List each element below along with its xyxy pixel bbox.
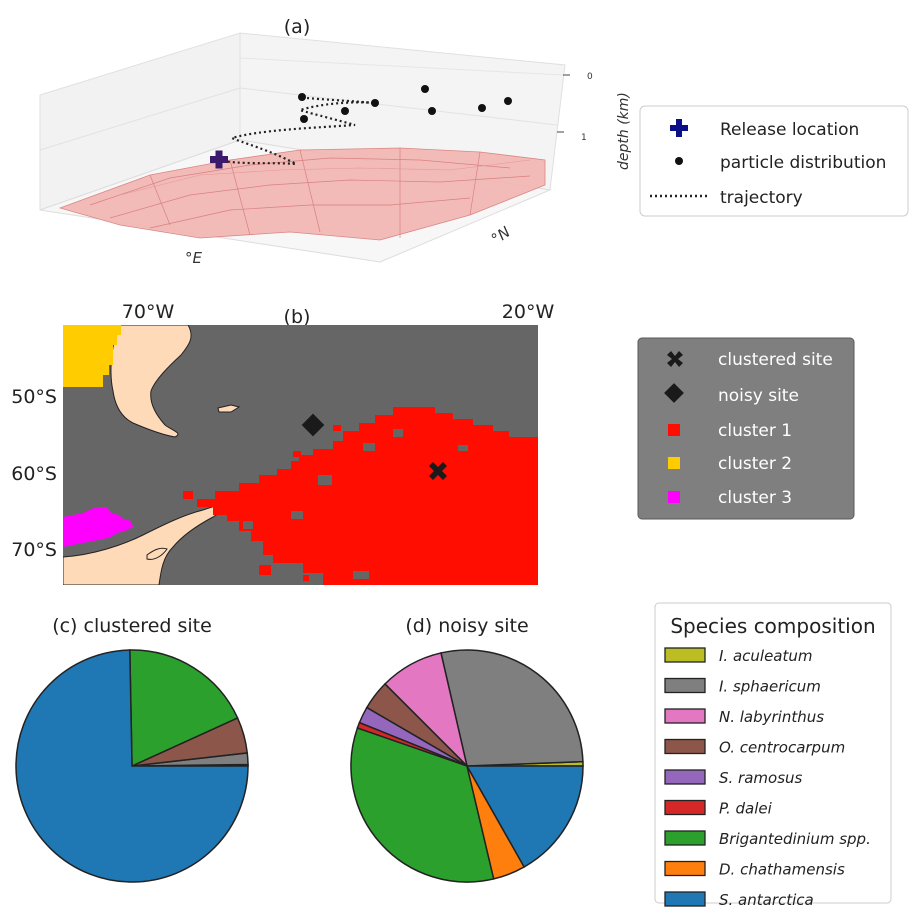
land-shetland: [146, 547, 168, 560]
map-noise-holes: [243, 429, 468, 579]
species-label: N. labyrinthus: [719, 708, 824, 726]
grid-line: [239, 57, 564, 76]
lat-tick-label: 70°S: [11, 539, 57, 561]
cluster-3-region: [63, 507, 133, 547]
grid-line: [39, 87, 241, 151]
species-swatch: [664, 677, 706, 694]
species-swatch: [664, 769, 706, 785]
bathymetry-surface: [58, 147, 546, 241]
species-swatch: [664, 708, 706, 724]
pie-slice-c-8: [15, 649, 249, 883]
particle-point: [428, 107, 436, 115]
species-label: S. ramosus: [719, 769, 803, 787]
pie-c: [15, 649, 249, 883]
lat-tick-label: 50°S: [11, 386, 57, 408]
particle-point: [300, 115, 308, 123]
legend-trajectory-label: trajectory: [720, 188, 803, 208]
pie-slice-d-1: [440, 649, 584, 767]
legend-clustered-label: clustered site: [718, 350, 833, 370]
legend-release-label: Release location: [720, 120, 859, 140]
y-axis-label: °N: [488, 223, 514, 248]
cluster-2-region: [63, 325, 121, 387]
x-axis-label: °E: [185, 249, 203, 267]
release-marker: [210, 150, 228, 169]
land-south-america: [110, 325, 192, 438]
particle-point: [478, 104, 486, 112]
particle-point: [298, 93, 306, 101]
pie-d: [350, 649, 584, 883]
species-swatch: [664, 799, 706, 816]
particle-point: [371, 99, 379, 107]
panel-c: (c) clustered site: [15, 615, 249, 883]
z-tick-label: 1: [581, 133, 587, 143]
species-swatch: [664, 860, 706, 877]
particle-point: [504, 97, 512, 105]
particle-point: [341, 107, 349, 115]
panel-b: (b) 70°W 20°W 50°S 60°S 70°S: [11, 301, 855, 585]
pie-slice-d-6: [350, 727, 495, 883]
grid-line: [239, 87, 558, 126]
legend-cluster1-label: cluster 1: [718, 421, 792, 441]
species-legend: Species composition I. aculeatum I. sphae…: [654, 602, 892, 908]
lon-tick-label: 20°W: [502, 301, 555, 323]
cluster-1-region: [197, 407, 538, 585]
species-label: Brigantedinium spp.: [719, 830, 871, 848]
pie-c-title: (c) clustered site: [52, 615, 212, 637]
z-tick-label: 0: [587, 72, 593, 82]
species-swatch: [664, 830, 706, 846]
species-label: D. chathamensis: [719, 861, 845, 879]
species-label: I. sphaericum: [719, 678, 821, 696]
lon-tick-label: 70°W: [122, 301, 175, 323]
pie-d-title: (d) noisy site: [405, 615, 528, 637]
legend-a: Release location particle distribution t…: [639, 105, 909, 217]
z-axis-label: depth (km): [616, 92, 632, 170]
legend-b: clustered site noisy site cluster 1 clus…: [637, 337, 855, 520]
legend-particles-label: particle distribution: [720, 153, 886, 173]
legend-cluster2-label: cluster 2: [718, 454, 792, 474]
lat-tick-label: 60°S: [11, 463, 57, 485]
particle-point: [421, 85, 429, 93]
species-legend-title: Species composition: [670, 614, 875, 638]
particle-points: [298, 85, 512, 123]
legend-noisy-label: noisy site: [718, 386, 799, 406]
pie-slice-d-8: [465, 765, 584, 868]
pie-slice-c-6: [129, 649, 239, 768]
species-label: S. antarctica: [719, 891, 814, 908]
species-entries: I. aculeatum I. sphaericum N. labyrinthus O…: [664, 647, 871, 908]
panel-a: (a): [39, 16, 909, 267]
legend-cluster3-label: cluster 3: [718, 488, 792, 508]
map-frame: [63, 325, 538, 585]
species-label: I. aculeatum: [719, 647, 813, 665]
species-label: O. centrocarpum: [719, 739, 845, 757]
panel-a-label: (a): [284, 16, 310, 38]
species-swatch: [664, 647, 706, 663]
clustered-site-marker: [429, 462, 447, 480]
species-swatch: [664, 738, 706, 755]
panel-d: (d) noisy site: [350, 615, 584, 883]
cluster-1-speckles: [183, 425, 341, 581]
species-swatch: [664, 891, 706, 907]
species-label: P. dalei: [719, 800, 773, 818]
panel-b-label: (b): [284, 306, 311, 328]
land-falklands: [217, 404, 241, 413]
